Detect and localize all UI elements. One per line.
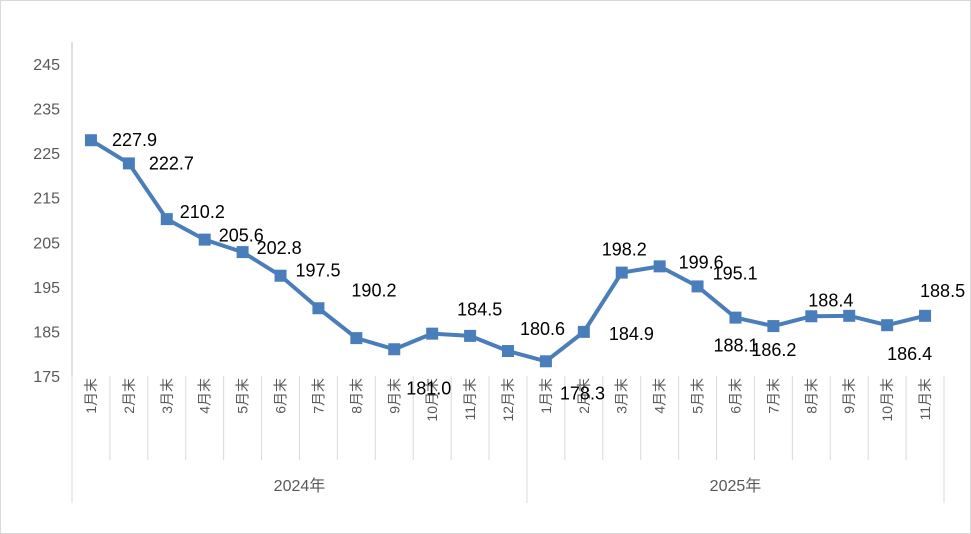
x-tick-label: 5月末 <box>690 378 706 414</box>
x-tick-label: 11月末 <box>917 378 933 421</box>
data-point-marker <box>615 266 628 279</box>
data-label: 188.5 <box>920 281 965 301</box>
data-label: 184.9 <box>609 324 654 344</box>
x-tick-label: 6月末 <box>727 378 743 414</box>
data-label: 184.5 <box>457 300 502 320</box>
data-label: 197.5 <box>296 261 341 281</box>
data-point-marker <box>274 269 287 282</box>
y-tick-label: 225 <box>33 146 60 163</box>
data-point-marker <box>426 327 439 340</box>
y-tick-label: 215 <box>33 191 60 208</box>
data-label: 199.6 <box>679 252 724 272</box>
data-point-marker <box>691 280 704 293</box>
data-point-marker <box>84 134 97 147</box>
data-label: 178.3 <box>560 383 605 403</box>
data-point-marker <box>767 320 780 333</box>
data-label: 222.7 <box>149 153 194 173</box>
x-tick-label: 7月末 <box>765 378 781 414</box>
data-point-marker <box>388 343 401 356</box>
x-tick-label: 8月末 <box>348 378 364 414</box>
data-label: 186.4 <box>887 344 932 364</box>
y-tick-label: 185 <box>33 324 60 341</box>
x-tick-label: 11月末 <box>462 378 478 421</box>
x-tick-label: 4月末 <box>652 378 668 414</box>
data-point-marker <box>653 260 666 273</box>
data-point-marker <box>160 213 173 226</box>
data-point-marker <box>198 233 211 246</box>
x-tick-label: 8月末 <box>803 378 819 414</box>
y-tick-label: 195 <box>33 280 60 297</box>
data-point-marker <box>881 319 894 332</box>
data-label: 190.2 <box>351 280 396 300</box>
data-label: 188.4 <box>808 290 853 310</box>
y-tick-label: 245 <box>33 57 60 74</box>
y-tick-label: 235 <box>33 102 60 119</box>
x-tick-label: 10月末 <box>424 378 440 422</box>
data-point-marker <box>539 355 552 368</box>
x-tick-label: 9月末 <box>386 378 402 414</box>
y-tick-label: 205 <box>33 235 60 252</box>
x-tick-label: 5月末 <box>235 378 251 414</box>
data-point-marker <box>464 329 477 342</box>
data-point-marker <box>236 246 249 259</box>
x-tick-label: 1月末 <box>538 378 554 414</box>
x-group-label: 2024年 <box>274 477 326 495</box>
data-label: 227.9 <box>112 130 157 150</box>
data-label: 205.6 <box>219 226 264 246</box>
x-tick-label: 6月末 <box>273 378 289 414</box>
data-point-marker <box>805 310 818 323</box>
data-label: 198.2 <box>602 240 647 260</box>
data-point-marker <box>729 311 742 324</box>
data-point-marker <box>919 309 932 322</box>
data-label: 188.1 <box>713 336 758 356</box>
series-line <box>88 138 928 364</box>
data-label: 186.2 <box>751 340 796 360</box>
data-point-marker <box>843 309 856 322</box>
data-label: 210.2 <box>180 202 225 222</box>
data-label: 180.6 <box>520 319 565 339</box>
x-tick-label: 3月末 <box>159 378 175 414</box>
x-tick-label: 12月末 <box>500 378 516 422</box>
data-point-marker <box>350 332 363 345</box>
x-tick-label: 10月末 <box>879 378 895 422</box>
x-tick-label: 7月末 <box>310 378 326 414</box>
x-tick-label: 2月末 <box>121 378 137 414</box>
x-tick-label: 4月末 <box>197 378 213 414</box>
data-point-marker <box>577 325 590 338</box>
x-tick-label: 1月末 <box>83 378 99 414</box>
data-label: 195.1 <box>713 263 758 283</box>
data-point-marker <box>502 345 514 358</box>
data-label: 181.0 <box>406 378 451 398</box>
data-point-marker <box>312 302 325 315</box>
x-tick-label: 9月末 <box>841 378 857 414</box>
y-tick-label: 175 <box>33 369 60 386</box>
x-tick-label: 3月末 <box>614 378 630 414</box>
data-label: 202.8 <box>257 238 302 258</box>
x-group-label: 2025年 <box>710 477 762 495</box>
data-point-marker <box>122 157 135 170</box>
x-tick-label: 2月末 <box>576 378 592 414</box>
